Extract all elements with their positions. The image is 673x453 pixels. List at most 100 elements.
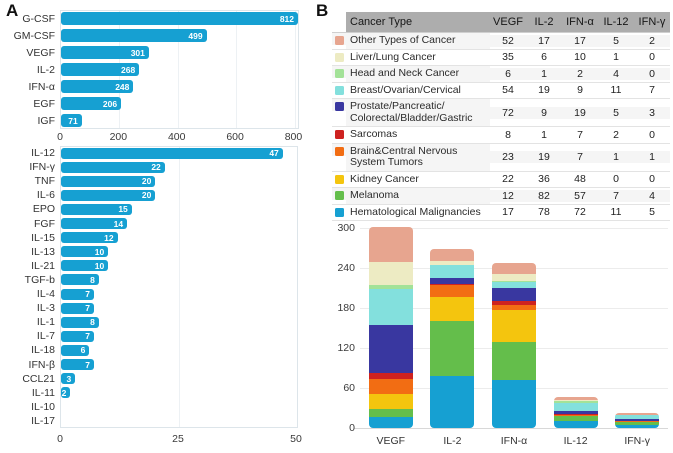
table-value: 72 [490,106,526,119]
table-value: 1 [541,128,547,141]
table-value: 52 [490,34,526,47]
category-label: FGF [34,217,55,230]
segment-hematological-malignancies [368,416,413,428]
bar-IL-3: 7 [61,302,94,314]
table-value: 1 [598,151,634,163]
x-axis-line [354,428,668,429]
x-axis-tick-label: 400 [167,131,186,143]
table-row: Kidney Cancer 22 36 48 0 0 [332,172,670,188]
segment-other-types-of-cancer [430,249,475,261]
x-axis-category-label: VEGF [376,435,406,447]
category-label: CCL21 [22,372,55,385]
bar-IL-15: 12 [61,232,118,244]
table-value: 35 [502,51,514,64]
table-value: 9 [577,84,583,97]
category-label: IFN-α [28,80,55,93]
bar-value-label: 206 [102,98,118,109]
color-swatch [334,69,344,78]
bar-GM-CSF: 499 [61,29,207,42]
cancer-type-name: Hematological Malignancies [350,205,481,218]
bar-G-CSF: 812 [61,12,298,25]
bar-value-label: 71 [68,115,78,126]
row-swatch-cell [332,188,346,200]
segment-breast-ovarian-cervical [368,289,413,326]
segment-other-types-of-cancer [553,396,598,401]
category-label: IL-4 [36,288,55,301]
table-row: Other Types of Cancer 52 17 17 5 2 [332,33,670,50]
table-value: 82 [526,189,562,202]
category-label: IL-3 [36,302,55,315]
row-swatch-cell [332,99,346,111]
category-label: IL-11 [31,386,55,399]
table-value: 57 [562,189,598,202]
cancer-type-name: Prostate/Pancreatic/ Colorectal/Bladder/… [346,99,490,126]
segment-other-types-of-cancer [492,262,536,275]
segment-sarcomas [492,300,536,306]
gridline [236,11,238,128]
row-swatch-cell [332,127,346,139]
bar-IL-18: 6 [61,344,90,356]
cytokines-bottom-plot-area [60,146,298,428]
table-value: 2 [613,128,619,141]
segment-prostate-pancreatic-colorectal-bladder-gastric [553,410,598,415]
table-value: 5 [598,34,634,47]
segment-breast-ovarian-cervical [553,403,598,411]
y-axis-tick-label: 60 [343,382,355,394]
gridline [177,11,179,128]
panel-b-label: B [316,1,329,20]
segment-breast-ovarian-cervical [430,265,475,279]
x-axis-tick-label: 50 [290,433,302,445]
table-value: 22 [502,173,514,186]
segment-prostate-pancreatic-colorectal-bladder-gastric [615,419,660,422]
category-label: GM-CSF [13,29,55,42]
bar-IL-7: 7 [61,330,94,342]
bar-TNF: 20 [61,175,156,187]
category-label: IL-10 [31,400,55,413]
bar-value-label: 20 [141,176,152,187]
segment-breast-ovarian-cervical [492,282,536,289]
category-label: IFN-γ [29,161,55,174]
table-value: 1 [634,151,670,163]
stacked-bar-IFN-γ [615,413,660,428]
segment-head-and-neck-cancer [368,285,413,290]
bar-IGF: 71 [61,114,82,127]
segment-other-types-of-cancer [615,413,660,415]
table-value: 9 [526,106,562,119]
bar-CCL21: 3 [61,373,76,385]
table-row: Melanoma 12 82 57 7 4 [332,188,670,205]
table-value: 0 [613,173,619,186]
table-value: 0 [649,173,655,186]
segment-kidney-cancer [430,297,475,322]
table-value: 19 [562,106,598,119]
column-header-IL-12: IL-12 [598,12,634,32]
stacked-bar-IFN-α [492,262,536,428]
bar-value-label: 7 [85,289,90,300]
bar-EPO: 15 [61,203,132,215]
segment-brain-central-nervous-system-tumors [553,415,598,417]
segment-prostate-pancreatic-colorectal-bladder-gastric [368,325,413,374]
cancer-type-name: Sarcomas [350,128,398,140]
color-swatch [334,36,344,45]
table-row: Liver/Lung Cancer 35 6 10 1 0 [332,50,670,66]
segment-melanoma [492,342,536,380]
bar-value-label: 248 [115,81,130,92]
segment-brain-central-nervous-system-tumors [368,378,413,395]
x-axis-tick-label: 200 [109,131,128,143]
category-label: IL-2 [36,63,55,76]
segment-liver-lung-cancer [368,262,413,286]
bar-EGF: 206 [61,97,122,110]
stacked-bar-IL-12 [553,396,598,428]
table-value: 11 [610,206,622,219]
color-swatch [334,102,344,111]
table-row: Hematological Malignancies 17 78 72 11 5 [332,205,670,221]
color-swatch [334,85,344,95]
color-swatch [334,207,344,217]
bar-IFN-α: 248 [61,80,134,93]
bar-value-label: 7 [85,359,90,370]
y-axis-tick-label: 300 [337,222,355,234]
category-label: EPO [32,203,55,216]
table-value: 6 [541,51,547,64]
bar-VEGF: 301 [61,46,149,59]
category-label: IL-1 [36,316,55,329]
bar-value-label: 15 [118,204,128,215]
